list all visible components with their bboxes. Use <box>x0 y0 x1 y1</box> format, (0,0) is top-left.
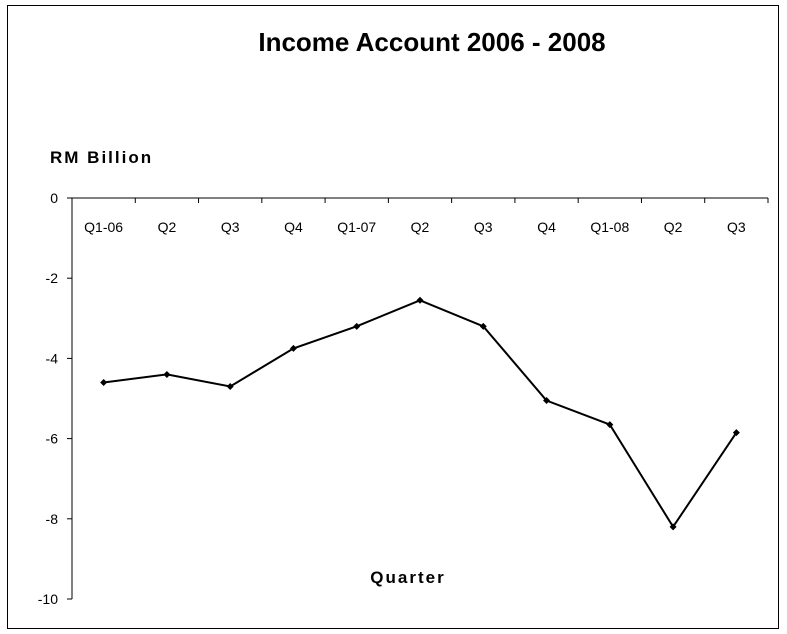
data-point-marker <box>100 378 108 386</box>
data-point-marker <box>479 322 487 330</box>
x-tick-label: Q1-07 <box>337 219 376 235</box>
x-tick-label: Q2 <box>664 219 683 235</box>
x-tick-label: Q3 <box>474 219 493 235</box>
data-point-marker <box>543 397 551 405</box>
data-point-marker <box>416 296 424 304</box>
y-axis-unit-label: RM Billion <box>50 148 153 167</box>
y-tick-label: -6 <box>46 431 59 447</box>
y-tick-label: 0 <box>50 190 58 206</box>
data-point-marker <box>163 370 171 378</box>
x-axis-ticks: Q1-06 Q2 Q3 Q4 Q1-07 Q2 Q3 Q4 Q1-08 Q2 Q3 <box>71 198 769 235</box>
x-tick-label: Q4 <box>537 219 556 235</box>
x-tick-label: Q3 <box>727 219 746 235</box>
x-tick-label: Q1-08 <box>590 219 629 235</box>
data-point-marker <box>353 322 361 330</box>
chart-title: Income Account 2006 - 2008 <box>258 27 605 57</box>
chart-frame <box>7 5 779 629</box>
data-point-marker <box>226 382 234 390</box>
y-axis-ticks: 0 -2 -4 -6 -8 -10 <box>38 190 72 607</box>
series-layer <box>100 296 740 531</box>
y-tick-label: -2 <box>46 270 59 286</box>
x-tick-label: Q1-06 <box>84 219 123 235</box>
x-tick-label: Q2 <box>158 219 177 235</box>
x-axis-title: Quarter <box>370 568 445 587</box>
y-tick-label: -4 <box>46 350 59 366</box>
x-tick-label: Q4 <box>284 219 303 235</box>
y-tick-label: -10 <box>38 591 58 607</box>
y-tick-label: -8 <box>46 511 59 527</box>
x-tick-label: Q2 <box>411 219 430 235</box>
data-point-marker <box>732 429 740 437</box>
data-point-marker <box>289 344 297 352</box>
data-point-marker <box>669 523 677 531</box>
series-line <box>103 299 738 529</box>
data-point-marker <box>606 421 614 429</box>
x-tick-label: Q3 <box>221 219 240 235</box>
